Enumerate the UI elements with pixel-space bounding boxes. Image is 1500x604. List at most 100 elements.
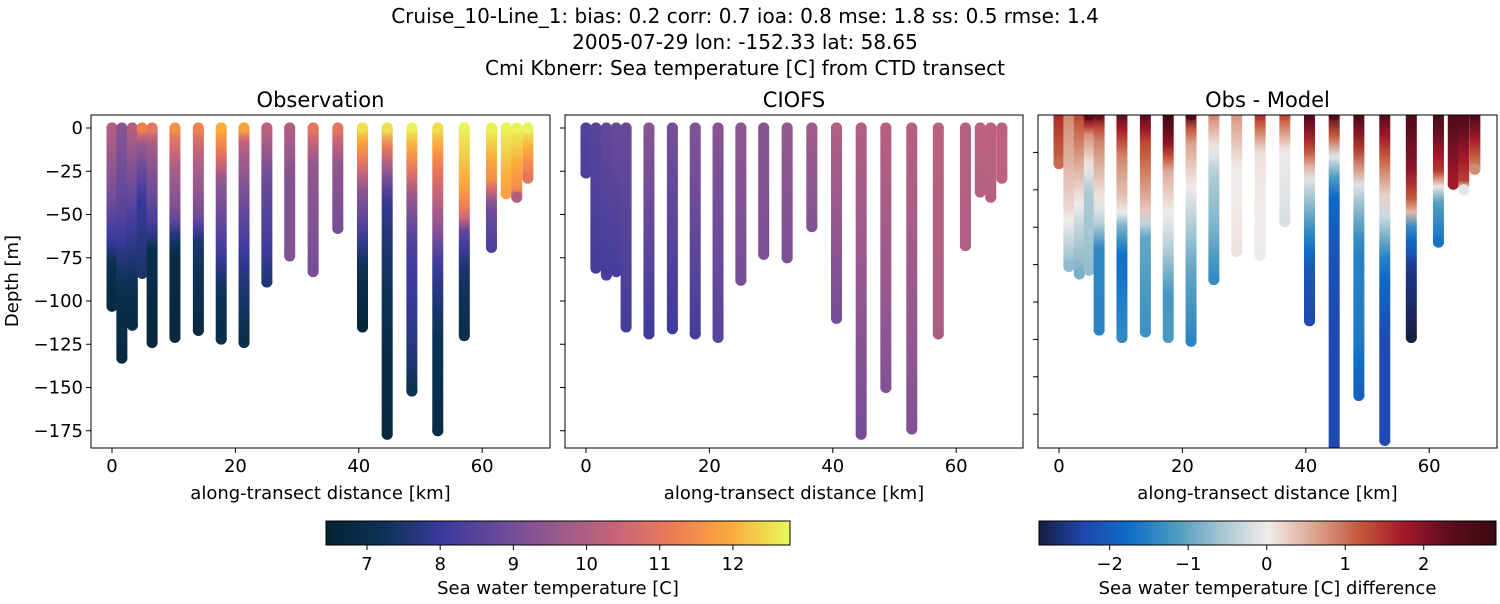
colorbar-gradient (1038, 520, 1497, 546)
profile-top-marker (1254, 115, 1266, 121)
suptitle-line-3: Cmi Kbnerr: Sea temperature [C] from CTD… (485, 56, 1005, 80)
x-tick-label: 0 (106, 456, 117, 477)
profile-top-marker (116, 122, 128, 134)
profile-top-marker (1162, 115, 1174, 121)
profile-top-marker (1185, 115, 1197, 121)
profile-top-marker (880, 122, 892, 134)
profile-bottom-marker (215, 333, 227, 345)
profile-bottom-marker (1231, 246, 1243, 258)
profile-top-marker (643, 122, 655, 134)
colorbar-tick-label: 0 (1261, 554, 1272, 575)
colorbar-tick-label: 2 (1418, 554, 1429, 575)
y-tick-label: −150 (34, 378, 83, 399)
profile-bottom-marker (522, 172, 534, 184)
profile-top-marker (126, 122, 138, 134)
profile-top-marker (1379, 115, 1391, 121)
profile-bottom-marker (1353, 390, 1365, 401)
profile-top-marker (146, 122, 158, 134)
profile-top-marker (666, 122, 678, 134)
x-tick-label: 40 (821, 456, 844, 477)
profile-bottom-marker (1053, 158, 1065, 170)
profile-top-marker (600, 122, 612, 134)
profile-top-marker (307, 122, 319, 134)
profile-top-marker (1231, 115, 1243, 121)
profile-top-marker (381, 122, 393, 134)
x-tick-label: 20 (1171, 456, 1194, 477)
x-tick-label: 40 (347, 456, 370, 477)
profile-top-marker (781, 122, 793, 134)
profile-bottom-marker (332, 222, 344, 234)
x-tick-label: 40 (1294, 456, 1317, 477)
profile-bottom-marker (1304, 315, 1316, 327)
profile-bottom-marker (996, 172, 1008, 184)
profile-bottom-marker (643, 328, 655, 340)
colorbar-tick-label: 7 (361, 554, 372, 575)
profile-bottom-marker (831, 312, 843, 324)
profile-bottom-marker (666, 323, 678, 335)
profile-bottom-marker (1432, 236, 1444, 248)
profile-top-marker (136, 122, 148, 134)
panel-obs: 0 20 40 60 0 −25 −50 −75 −100 −125 −150 −175 Observa… (2, 88, 551, 504)
profile-bottom-marker (735, 274, 747, 286)
profile-top-marker (1093, 115, 1105, 121)
y-tick-label: −100 (34, 291, 83, 312)
profile-bottom-marker (1405, 332, 1417, 344)
temperature-colorbar: 7 8 9 10 11 12 Sea water temperature [C] (325, 520, 791, 599)
profile-top-marker (620, 122, 632, 134)
profile-top-marker (1405, 115, 1417, 121)
panel-title: Obs - Model (1205, 88, 1330, 112)
profile-top-marker (1353, 115, 1365, 121)
profile-top-marker (855, 122, 867, 134)
profile-bottom-marker (932, 328, 944, 340)
colorbar-label: Sea water temperature [C] (437, 578, 679, 599)
profile-top-marker (1083, 115, 1095, 121)
panel-title: Observation (257, 88, 385, 112)
axes-frame (564, 114, 1024, 449)
profile-top-marker (906, 122, 918, 134)
profile-top-marker (1328, 115, 1340, 121)
profile-bottom-marker (781, 252, 793, 264)
profile-top-marker (106, 122, 118, 134)
profile-top-marker (357, 122, 369, 134)
colorbar-tick-label: 9 (508, 554, 519, 575)
profile-top-marker (1073, 115, 1085, 121)
panel-title: CIOFS (763, 88, 825, 112)
profile-bottom-marker (1063, 260, 1075, 272)
profile-bottom-marker (689, 328, 701, 340)
profile-bottom-marker (432, 425, 444, 437)
profile-bottom-marker (169, 331, 181, 343)
profile-top-marker (332, 122, 344, 134)
profile-top-marker (985, 122, 997, 134)
profile-top-marker (689, 122, 701, 134)
profile-bottom-marker (1254, 249, 1266, 261)
profile-bottom-marker (485, 241, 497, 253)
profile-bottom-marker (126, 319, 138, 331)
profile-bottom-marker (600, 269, 612, 281)
profile-top-marker (735, 122, 747, 134)
x-tick-label: 0 (580, 456, 591, 477)
x-tick-label: 60 (1418, 456, 1441, 477)
x-tick-label: 20 (224, 456, 247, 477)
profile-top-marker (169, 122, 181, 134)
profile-bottom-marker (106, 300, 118, 312)
suptitle-line-2: 2005-07-29 lon: -152.33 lat: 58.65 (572, 30, 918, 54)
profile-top-marker (959, 122, 971, 134)
profile-top-marker (1116, 115, 1128, 121)
x-tick-label: 60 (945, 456, 968, 477)
profile-bottom-marker (1458, 184, 1470, 196)
axes-frame (1037, 114, 1498, 449)
profile-bottom-marker (1139, 326, 1151, 338)
profile-top-marker (996, 122, 1008, 134)
profile-bottom-marker (1469, 163, 1481, 175)
difference-colorbar: −2 −1 0 1 2 Sea water temperature [C] differe… (1038, 520, 1497, 599)
colorbar-tick-label: 12 (721, 554, 744, 575)
profile-bottom-marker (712, 331, 724, 343)
profiles (1053, 115, 1481, 448)
profile-bottom-marker (1328, 440, 1340, 448)
profile-bottom-marker (192, 324, 204, 336)
colorbar-tick-label: −2 (1096, 554, 1123, 575)
profile-bottom-marker (610, 266, 622, 278)
colorbar-gradient (325, 520, 791, 546)
profile-bottom-marker (974, 186, 986, 198)
